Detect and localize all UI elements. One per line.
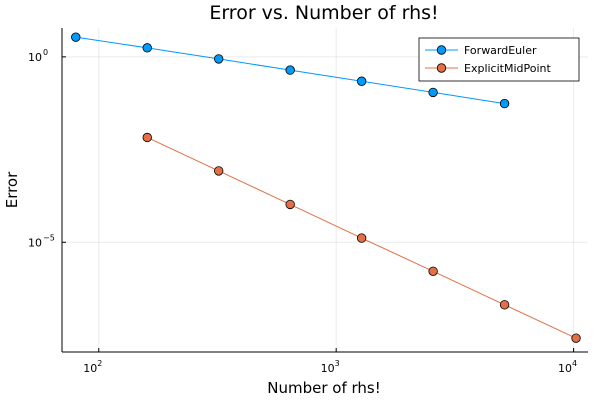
- x-axis-label: Number of rhs!: [267, 379, 381, 397]
- data-point-ExplicitMidPoint: [571, 333, 581, 343]
- x-tick-base: 10: [321, 362, 335, 375]
- data-point-ForwardEuler: [285, 65, 295, 75]
- x-tick-label: 102: [83, 359, 102, 375]
- x-tick-exponent: 3: [335, 359, 340, 368]
- y-tick-base: 10: [28, 51, 42, 64]
- x-tick-exponent: 2: [97, 359, 102, 368]
- data-point-ForwardEuler: [499, 98, 510, 109]
- data-point-ForwardEuler: [356, 76, 367, 86]
- data-point-ForwardEuler: [428, 87, 438, 98]
- legend-label: ExplicitMidPoint: [464, 62, 552, 75]
- x-tick-base: 10: [83, 362, 97, 375]
- y-tick-exponent: −5: [43, 233, 55, 242]
- x-tick-exponent: 4: [572, 359, 577, 368]
- data-point-ExplicitMidPoint: [285, 199, 295, 210]
- series: [71, 32, 581, 343]
- y-tick-label: 10: [28, 51, 42, 64]
- data-point-ExplicitMidPoint: [428, 266, 438, 277]
- legend-label: ForwardEuler: [464, 44, 537, 57]
- x-tick-label: 104: [558, 359, 577, 375]
- data-point-ExplicitMidPoint: [356, 233, 367, 243]
- data-point-ForwardEuler: [71, 32, 81, 42]
- x-tick-base: 10: [558, 362, 572, 375]
- y-tick-exponent: 0: [43, 48, 48, 57]
- data-point-ForwardEuler: [142, 43, 152, 53]
- y-axis-label: Error: [3, 171, 21, 208]
- data-point-ForwardEuler: [214, 54, 224, 64]
- axes: [61, 28, 588, 353]
- chart-title: Error vs. Number of rhs!: [209, 2, 438, 24]
- data-point-ExplicitMidPoint: [214, 166, 224, 176]
- legend-marker: [436, 63, 447, 73]
- y-tick-label: 10: [28, 236, 42, 249]
- data-point-ExplicitMidPoint: [142, 132, 152, 143]
- legend: ForwardEuler ExplicitMidPoint: [418, 37, 580, 82]
- x-tick-label: 103: [321, 359, 340, 375]
- legend-box: [418, 37, 580, 82]
- legend-marker: [436, 45, 447, 55]
- data-point-ExplicitMidPoint: [499, 300, 510, 310]
- y-tick-base: 10: [28, 236, 42, 249]
